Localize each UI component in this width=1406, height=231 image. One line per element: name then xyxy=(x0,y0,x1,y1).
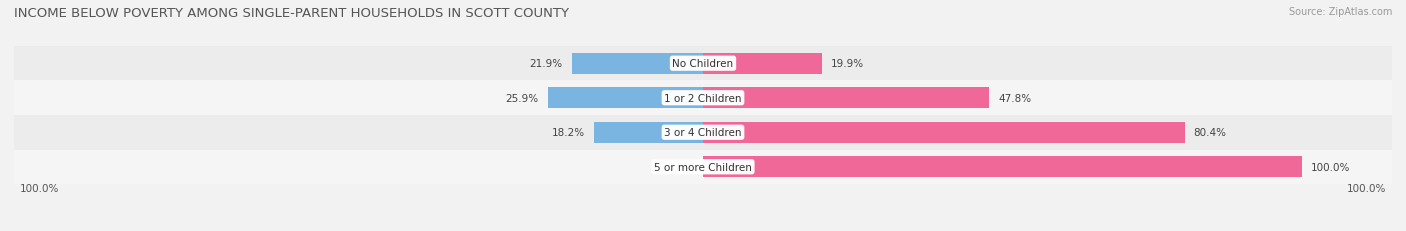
Text: Source: ZipAtlas.com: Source: ZipAtlas.com xyxy=(1288,7,1392,17)
Text: 100.0%: 100.0% xyxy=(20,183,59,193)
Text: 19.9%: 19.9% xyxy=(831,59,865,69)
Bar xyxy=(703,156,1302,178)
Text: 0.0%: 0.0% xyxy=(668,162,695,172)
Text: 5 or more Children: 5 or more Children xyxy=(654,162,752,172)
Text: INCOME BELOW POVERTY AMONG SINGLE-PARENT HOUSEHOLDS IN SCOTT COUNTY: INCOME BELOW POVERTY AMONG SINGLE-PARENT… xyxy=(14,7,569,20)
Bar xyxy=(703,53,823,75)
Text: 100.0%: 100.0% xyxy=(1347,183,1386,193)
Text: 47.8%: 47.8% xyxy=(998,93,1032,103)
Bar xyxy=(593,122,703,143)
Text: 18.2%: 18.2% xyxy=(553,128,585,138)
Bar xyxy=(548,88,703,109)
Bar xyxy=(703,88,990,109)
Bar xyxy=(14,81,1392,116)
Bar xyxy=(14,116,1392,150)
Bar xyxy=(703,122,1185,143)
Bar xyxy=(572,53,703,75)
Bar xyxy=(14,47,1392,81)
Text: No Children: No Children xyxy=(672,59,734,69)
Text: 21.9%: 21.9% xyxy=(530,59,562,69)
Text: 1 or 2 Children: 1 or 2 Children xyxy=(664,93,742,103)
Bar xyxy=(14,150,1392,184)
Text: 25.9%: 25.9% xyxy=(506,93,538,103)
Text: 3 or 4 Children: 3 or 4 Children xyxy=(664,128,742,138)
Text: 80.4%: 80.4% xyxy=(1194,128,1226,138)
Text: 100.0%: 100.0% xyxy=(1310,162,1350,172)
